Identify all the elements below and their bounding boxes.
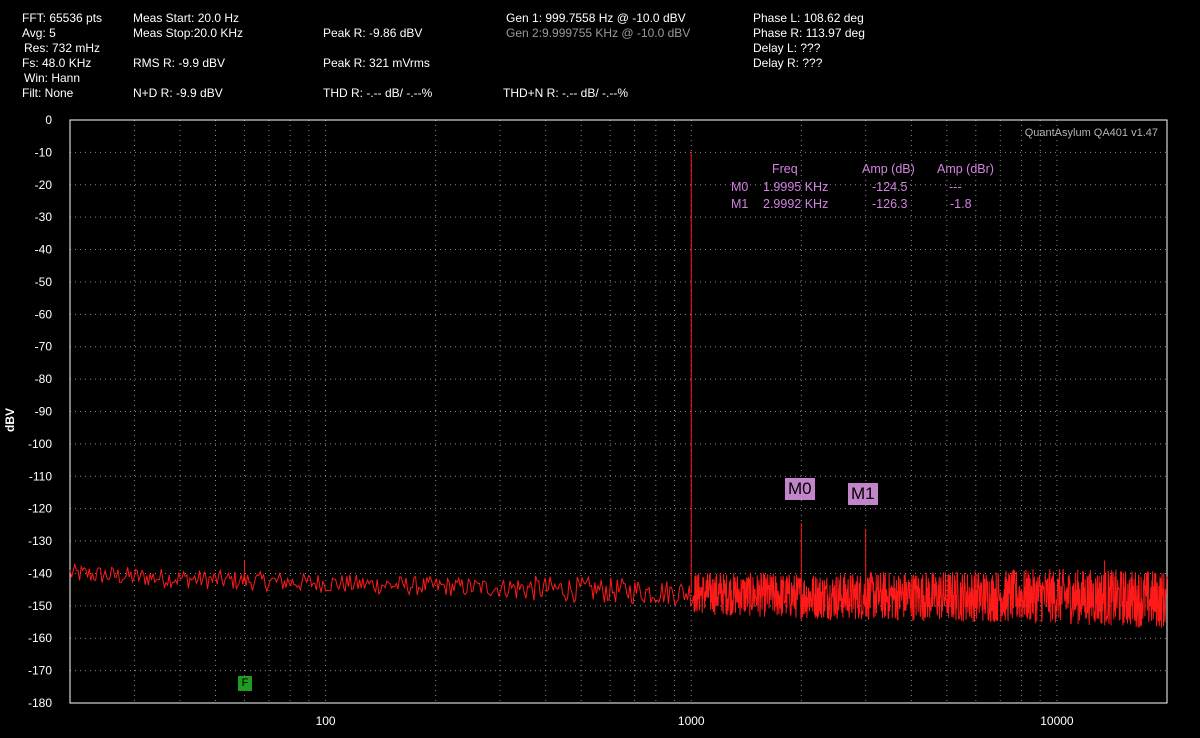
marker-row-freq: 2.9992 KHz bbox=[763, 197, 829, 211]
sample-rate-readout: Fs: 48.0 KHz bbox=[22, 56, 92, 70]
spectrum-trace bbox=[69, 151, 1168, 628]
y-tick-labels: 0 -10 -20 -30 -40 -50 -60 -70 -80 -90 -100 -110 -120… bbox=[28, 113, 52, 710]
resolution-readout: Res: 732 mHz bbox=[24, 41, 101, 55]
delay-r-readout: Delay R: ??? bbox=[753, 56, 823, 70]
y-tick-label: -60 bbox=[35, 307, 53, 321]
thd-readout: THD R: -.-- dB/ -.--% bbox=[323, 86, 433, 100]
y-tick-label: -10 bbox=[35, 145, 53, 159]
y-tick-label: -40 bbox=[35, 243, 53, 257]
thd-n-readout: THD+N R: -.-- dB/ -.--% bbox=[503, 86, 628, 100]
x-tick-label: 10000 bbox=[1040, 714, 1074, 728]
marker-head-amp-db: Amp (dB) bbox=[862, 162, 915, 176]
filter-readout: Filt: None bbox=[22, 86, 74, 100]
phase-l-readout: Phase L: 108.62 deg bbox=[753, 11, 864, 25]
marker-row-name: M0 bbox=[731, 180, 749, 194]
y-tick-label: -50 bbox=[35, 275, 53, 289]
peak-dbv-readout: Peak R: -9.86 dBV bbox=[323, 26, 423, 40]
phase-r-readout: Phase R: 113.97 deg bbox=[753, 26, 865, 40]
n-plus-d-readout: N+D R: -9.9 dBV bbox=[133, 86, 223, 100]
y-axis-label: dBV bbox=[3, 408, 17, 432]
y-tick-label: -80 bbox=[35, 372, 53, 386]
x-tick-labels: 100 1000 10000 bbox=[316, 714, 1074, 728]
marker-row-amp-db: -124.5 bbox=[872, 180, 908, 194]
marker-tag-m1[interactable]: M1 bbox=[848, 483, 878, 505]
plot-frame bbox=[69, 119, 1168, 704]
y-tick-label: -120 bbox=[28, 502, 52, 516]
marker-row-amp-dbr: -1.8 bbox=[950, 197, 972, 211]
peak-mvrms-readout: Peak R: 321 mVrms bbox=[323, 56, 430, 70]
y-tick-label: 0 bbox=[45, 113, 52, 127]
marker-row-freq: 1.9995 KHz bbox=[763, 180, 829, 194]
y-tick-label: -110 bbox=[29, 469, 52, 483]
y-tick-label: -160 bbox=[28, 631, 52, 645]
rms-readout: RMS R: -9.9 dBV bbox=[133, 56, 226, 70]
fft-size-readout: FFT: 65536 pts bbox=[22, 11, 103, 25]
x-tick-label: 1000 bbox=[678, 714, 705, 728]
f-marker[interactable]: F bbox=[238, 676, 252, 691]
x-tick-label: 100 bbox=[316, 714, 336, 728]
delay-l-readout: Delay L: ??? bbox=[753, 41, 821, 55]
y-tick-label: -20 bbox=[35, 178, 53, 192]
marker-row-name: M1 bbox=[731, 197, 749, 211]
y-tick-label: -170 bbox=[28, 664, 52, 678]
noise-floor-trace bbox=[69, 563, 1168, 628]
y-tick-label: -180 bbox=[28, 696, 52, 710]
window-readout: Win: Hann bbox=[24, 71, 81, 85]
watermark: QuantAsylum QA401 v1.47 bbox=[1024, 127, 1158, 139]
marker-row-amp-db: -126.3 bbox=[872, 197, 908, 211]
gen1-readout: Gen 1: 999.7558 Hz @ -10.0 dBV bbox=[506, 11, 686, 25]
meas-start-readout: Meas Start: 20.0 Hz bbox=[133, 11, 240, 25]
y-tick-label: -130 bbox=[28, 534, 52, 548]
marker-head-freq: Freq bbox=[772, 162, 798, 176]
y-tick-label: -150 bbox=[28, 599, 52, 613]
averages-readout: Avg: 5 bbox=[22, 26, 56, 40]
marker-tag-m0[interactable]: M0 bbox=[785, 478, 815, 500]
y-tick-label: -140 bbox=[28, 566, 52, 580]
y-tick-label: -30 bbox=[35, 210, 53, 224]
y-tick-label: -90 bbox=[35, 405, 53, 419]
meas-stop-readout: Meas Stop:20.0 KHz bbox=[133, 26, 244, 40]
marker-row-amp-dbr: --- bbox=[949, 180, 962, 194]
marker-head-amp-dbr: Amp (dBr) bbox=[937, 162, 994, 176]
y-tick-label: -70 bbox=[35, 340, 53, 354]
y-tick-label: -100 bbox=[28, 437, 52, 451]
gen2-readout: Gen 2:9.999755 KHz @ -10.0 dBV bbox=[506, 26, 691, 40]
